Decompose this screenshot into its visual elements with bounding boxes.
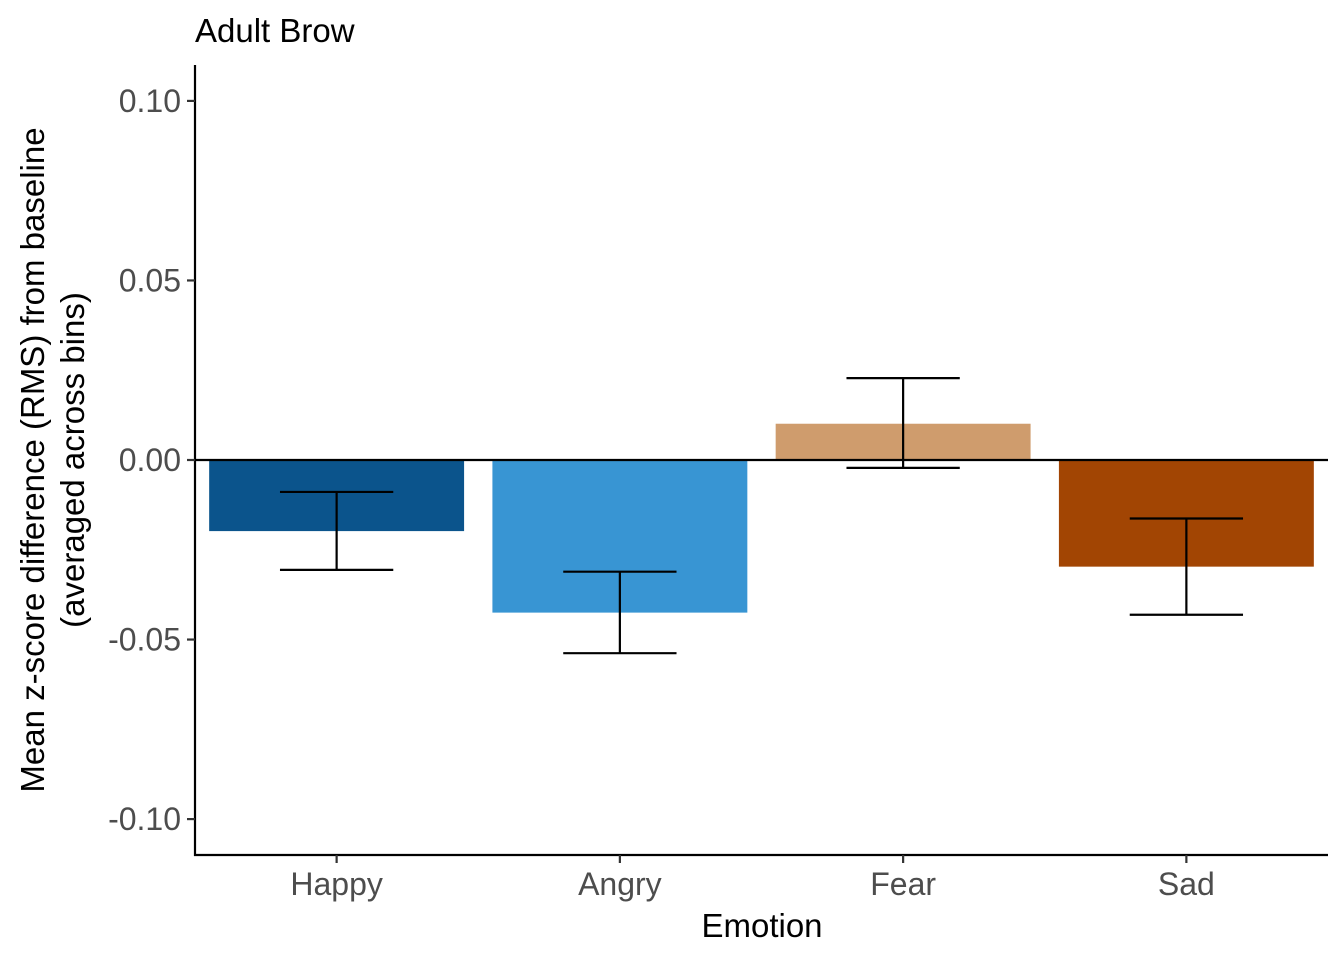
plot-area: -0.10 -0.05 0.00 0.05 0.10 Happy Angry Fear Sad (108, 65, 1328, 902)
x-axis-title: Emotion (701, 907, 822, 944)
x-tick-label-sad: Sad (1158, 866, 1215, 902)
y-axis-title: Mean z-score difference (RMS) from basel… (14, 127, 91, 792)
y-tick-label: -0.10 (108, 801, 181, 837)
x-tick-label-happy: Happy (290, 866, 383, 902)
y-tick-label: 0.05 (119, 262, 181, 298)
y-tick-label: 0.10 (119, 83, 181, 119)
chart-title: Adult Brow (195, 12, 355, 49)
y-axis-title-line-2: (averaged across bins) (54, 292, 91, 628)
x-tick-label-angry: Angry (578, 866, 662, 902)
error-bar-fear (846, 377, 960, 469)
y-axis-title-line-1: Mean z-score difference (RMS) from basel… (14, 127, 51, 792)
error-bar-angry (563, 570, 677, 655)
error-bar-sad (1129, 517, 1244, 616)
y-tick-label: -0.05 (108, 622, 181, 658)
error-bar-happy (279, 490, 394, 571)
y-tick-label: 0.00 (119, 442, 181, 478)
x-tick-label-fear: Fear (870, 866, 936, 902)
